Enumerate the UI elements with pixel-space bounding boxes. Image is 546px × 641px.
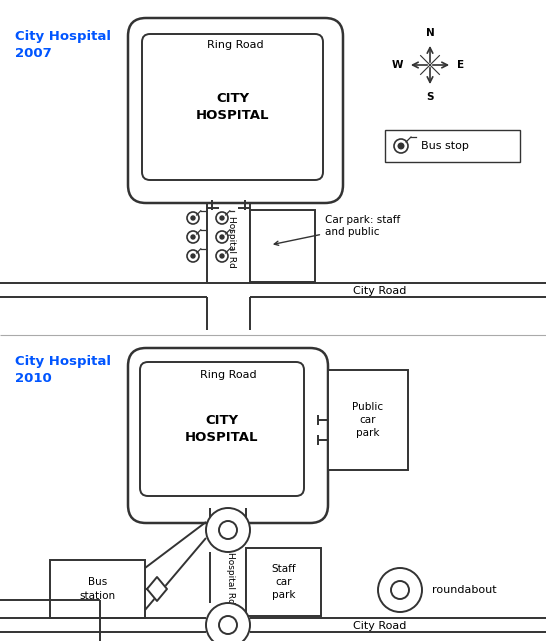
Text: S: S (426, 92, 434, 102)
Circle shape (219, 215, 225, 221)
Text: Bus
station: Bus station (79, 578, 116, 601)
Circle shape (191, 253, 195, 259)
Text: City Road: City Road (353, 286, 407, 296)
Circle shape (191, 235, 195, 240)
Text: Hospital Rd: Hospital Rd (227, 551, 235, 603)
Circle shape (191, 215, 195, 221)
Bar (50, 560, 145, 618)
FancyBboxPatch shape (128, 18, 343, 203)
Circle shape (216, 250, 228, 262)
Circle shape (216, 231, 228, 243)
Circle shape (219, 521, 237, 539)
Circle shape (391, 581, 409, 599)
Text: roundabout: roundabout (432, 585, 497, 595)
Text: Staff
car
park: Staff car park (271, 564, 296, 600)
Circle shape (394, 139, 408, 153)
Circle shape (219, 235, 225, 240)
Polygon shape (147, 577, 167, 601)
Bar (246, 548, 321, 616)
Text: Bus stop: Bus stop (421, 141, 469, 151)
FancyBboxPatch shape (142, 34, 323, 180)
Circle shape (219, 616, 237, 634)
Circle shape (187, 250, 199, 262)
Text: Ring Road: Ring Road (207, 40, 264, 50)
Circle shape (219, 253, 225, 259)
Circle shape (206, 603, 250, 641)
Text: City Road: City Road (353, 621, 407, 631)
Text: N: N (426, 28, 435, 38)
Circle shape (206, 508, 250, 552)
Text: Hospital Rd: Hospital Rd (227, 216, 236, 268)
Circle shape (378, 568, 422, 612)
Circle shape (397, 142, 405, 149)
Circle shape (187, 231, 199, 243)
Bar (385, 130, 520, 162)
FancyBboxPatch shape (140, 362, 304, 496)
Bar (328, 370, 408, 470)
Text: CITY
HOSPITAL: CITY HOSPITAL (185, 414, 259, 444)
Text: Car park: staff
and public: Car park: staff and public (274, 215, 400, 246)
Text: E: E (457, 60, 464, 70)
Circle shape (216, 212, 228, 224)
Text: W: W (391, 60, 403, 70)
Circle shape (187, 212, 199, 224)
Text: CITY
HOSPITAL: CITY HOSPITAL (196, 92, 269, 122)
Text: City Hospital
2007: City Hospital 2007 (15, 30, 111, 60)
FancyBboxPatch shape (128, 348, 328, 523)
Text: Ring Road: Ring Road (200, 370, 256, 380)
Text: City Hospital
2010: City Hospital 2010 (15, 355, 111, 385)
Bar (250, 210, 315, 282)
Text: Public
car
park: Public car park (352, 402, 383, 438)
